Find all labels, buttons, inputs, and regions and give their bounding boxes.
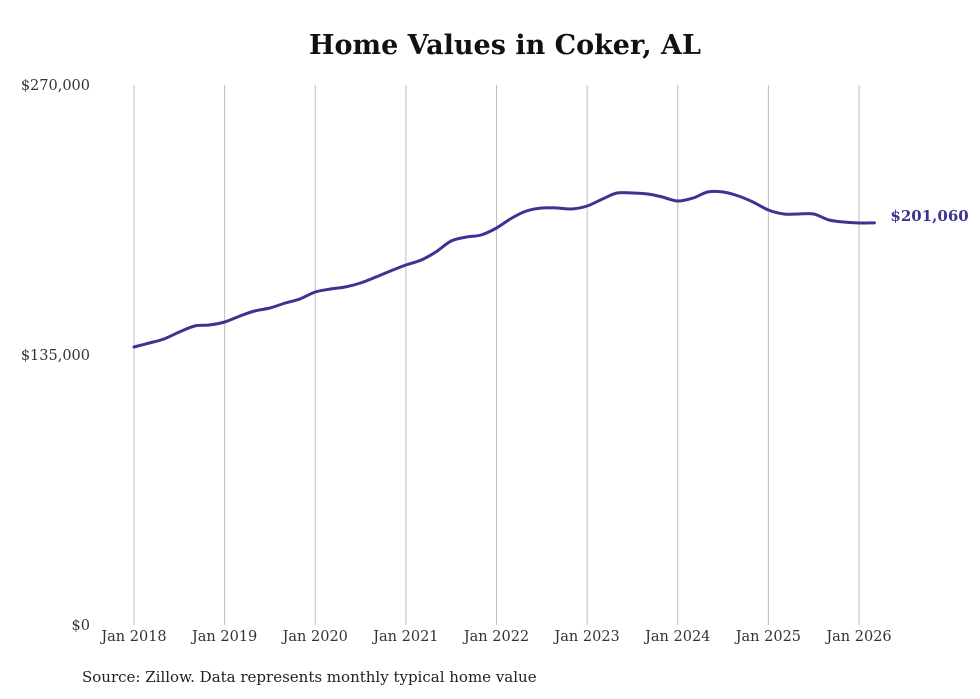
data-point-1 <box>148 341 151 345</box>
data-point-25 <box>510 216 514 220</box>
data-point-4 <box>193 324 196 328</box>
data-point-49 <box>873 221 876 225</box>
x-tick-label: Jan 2018 <box>99 629 166 645</box>
data-point-35 <box>661 195 664 199</box>
data-point-23 <box>479 233 483 237</box>
data-point-37 <box>691 196 695 200</box>
data-point-34 <box>646 192 650 196</box>
data-point-29 <box>570 207 573 211</box>
series-line <box>132 189 876 349</box>
source-note: Source: Zillow. Data represents monthly … <box>82 668 537 686</box>
data-point-13 <box>329 287 332 291</box>
x-tick-label: Jan 2022 <box>462 629 529 645</box>
y-axis: $0 $135,000 $270,000 <box>21 78 90 634</box>
data-point-30 <box>585 204 589 208</box>
data-point-18 <box>404 263 408 267</box>
data-point-16 <box>374 275 378 279</box>
data-point-12 <box>314 290 317 294</box>
data-point-11 <box>298 297 302 301</box>
x-tick-label: Jan 2024 <box>643 629 710 645</box>
data-point-43 <box>782 212 785 216</box>
data-point-10 <box>284 301 287 305</box>
data-point-48 <box>857 221 861 225</box>
data-point-17 <box>389 269 392 273</box>
x-tick-label: Jan 2019 <box>190 629 257 645</box>
y-tick-label: $270,000 <box>21 78 90 94</box>
data-point-19 <box>420 258 423 262</box>
data-point-44 <box>797 212 800 216</box>
data-point-27 <box>540 206 544 210</box>
data-point-45 <box>812 212 815 216</box>
x-tick-label: Jan 2021 <box>371 629 438 645</box>
y-tick-label: $135,000 <box>21 348 90 364</box>
data-point-47 <box>842 220 845 224</box>
data-point-15 <box>359 281 362 285</box>
data-point-3 <box>178 330 181 334</box>
end-value-label: $201,060 <box>890 207 968 225</box>
data-point-8 <box>253 309 256 313</box>
data-point-2 <box>162 337 166 341</box>
data-point-28 <box>556 206 559 210</box>
data-point-7 <box>238 314 242 318</box>
x-tick-label: Jan 2026 <box>824 629 891 645</box>
data-point-31 <box>601 197 604 201</box>
x-axis: Jan 2018 Jan 2019 Jan 2020 Jan 2021 Jan 2022… <box>99 629 891 645</box>
y-tick-label: $0 <box>72 618 90 634</box>
data-points <box>132 190 876 349</box>
grid-layer <box>133 85 860 625</box>
data-point-46 <box>827 218 831 222</box>
x-tick-label: Jan 2020 <box>281 629 348 645</box>
data-point-0 <box>132 345 136 349</box>
data-point-21 <box>449 239 453 243</box>
x-tick-label: Jan 2025 <box>734 629 801 645</box>
data-point-5 <box>208 323 211 327</box>
data-point-39 <box>721 190 725 194</box>
data-point-20 <box>434 250 437 254</box>
data-point-6 <box>223 320 226 324</box>
chart-title: Home Values in Coker, AL <box>309 30 701 61</box>
data-point-41 <box>751 200 755 204</box>
data-point-24 <box>495 226 498 230</box>
data-point-32 <box>615 191 619 195</box>
x-tick-label: Jan 2023 <box>552 629 619 645</box>
data-point-38 <box>706 190 709 194</box>
data-point-42 <box>767 208 770 212</box>
data-point-14 <box>343 285 347 289</box>
data-point-33 <box>631 191 634 195</box>
data-point-40 <box>737 194 740 198</box>
data-point-26 <box>525 209 528 213</box>
data-point-22 <box>465 235 468 239</box>
data-point-9 <box>268 306 272 310</box>
data-point-36 <box>676 199 679 203</box>
